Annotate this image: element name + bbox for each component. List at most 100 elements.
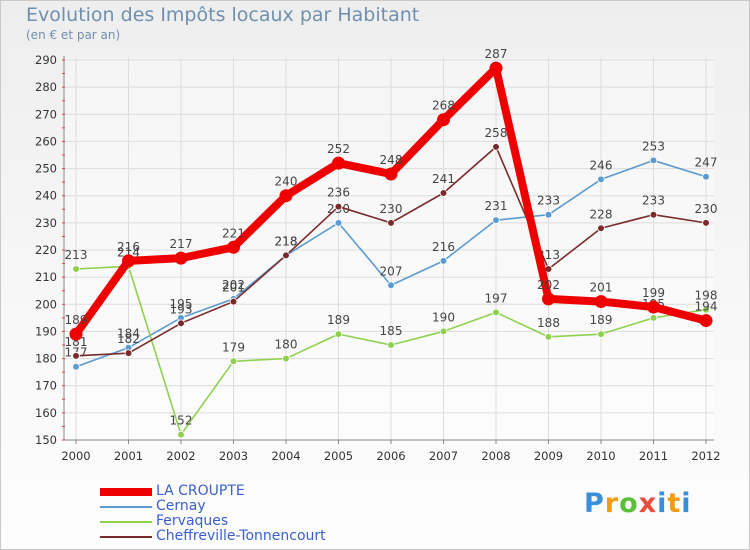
data-label-cernay: 184 <box>117 327 140 341</box>
point-cernay <box>702 172 710 181</box>
point-fervaques <box>597 330 605 338</box>
y-tick-label: 230 <box>35 216 57 230</box>
point-fervaques <box>177 430 185 439</box>
data-label-cheffreville-tonnencourt: 201 <box>222 281 245 295</box>
data-label-cheffreville-tonnencourt: 193 <box>170 302 193 316</box>
x-tick-label: 2005 <box>324 449 353 463</box>
data-label-cernay: 207 <box>380 264 403 278</box>
point-cernay <box>649 156 658 165</box>
chart-title: Evolution des Impôts locaux par Habitant <box>26 4 420 26</box>
point-cheffreville-tonnencourt <box>282 251 290 260</box>
x-tick-label: 2009 <box>534 449 563 463</box>
data-label-fervaques: 152 <box>170 414 193 428</box>
x-tick-label: 2008 <box>481 449 510 463</box>
plot-area <box>64 58 714 440</box>
chart-legend: LA CROUPTE Cernay Fervaques Cheffreville… <box>100 483 360 544</box>
data-label-la-croupte: 216 <box>117 240 140 254</box>
point-cheffreville-tonnencourt <box>702 219 710 227</box>
legend-label-cernay: Cernay <box>156 498 206 514</box>
point-fervaques <box>229 357 238 366</box>
data-label-cernay: 202 <box>222 278 245 292</box>
x-tick-label: 2003 <box>219 449 248 463</box>
x-tick-label: 2007 <box>429 449 458 463</box>
point-la-croupte <box>384 167 398 181</box>
point-cheffreville-tonnencourt <box>229 297 238 306</box>
point-la-croupte <box>594 295 608 309</box>
data-label-cheffreville-tonnencourt: 182 <box>117 332 140 346</box>
data-label-fervaques: 190 <box>432 310 455 324</box>
x-tick-label: 2011 <box>639 449 668 463</box>
point-cheffreville-tonnencourt <box>649 210 658 219</box>
point-cheffreville-tonnencourt <box>439 189 448 197</box>
point-cernay <box>544 210 553 219</box>
legend-item-la-croupte: LA CROUPTE <box>100 483 360 499</box>
data-label-fervaques: 180 <box>275 338 298 352</box>
data-label-la-croupte: 189 <box>65 313 88 327</box>
data-label-cheffreville-tonnencourt: 228 <box>590 207 613 221</box>
y-tick-label: 250 <box>35 162 57 176</box>
point-fervaques <box>72 265 80 273</box>
point-cheffreville-tonnencourt <box>387 219 395 227</box>
legend-swatch-fervaques <box>100 520 152 523</box>
data-label-la-croupte: 248 <box>380 153 403 167</box>
data-label-la-croupte: 252 <box>327 142 350 156</box>
y-tick-label: 150 <box>35 433 57 447</box>
point-fervaques <box>492 308 500 317</box>
proxiti-logo: Proxiti <box>584 488 692 519</box>
data-label-cheffreville-tonnencourt: 258 <box>485 126 508 140</box>
data-label-la-croupte: 202 <box>537 278 560 292</box>
point-la-croupte <box>437 113 450 127</box>
x-tick-label: 2010 <box>586 449 615 463</box>
point-la-croupte <box>332 156 345 170</box>
legend-label-cheffreville: Cheffreville-Tonnencourt <box>156 528 326 544</box>
point-cernay <box>72 362 80 371</box>
point-cheffreville-tonnencourt <box>492 143 500 151</box>
data-label-fervaques: 197 <box>485 291 508 305</box>
point-cheffreville-tonnencourt <box>334 202 343 211</box>
legend-item-cheffreville: Cheffreville-Tonnencourt <box>100 528 360 544</box>
data-label-cernay: 253 <box>642 139 665 153</box>
data-label-cernay: 195 <box>170 297 193 311</box>
x-tick-label: 2006 <box>376 449 405 463</box>
point-cheffreville-tonnencourt <box>124 349 133 357</box>
data-label-fervaques: 179 <box>222 340 245 354</box>
data-label-cernay: 231 <box>485 199 508 213</box>
point-fervaques <box>282 354 290 363</box>
data-label-cernay: 246 <box>590 158 613 172</box>
y-tick-label: 160 <box>35 406 57 420</box>
data-label-fervaques: 214 <box>117 245 140 259</box>
data-label-la-croupte: 287 <box>485 47 508 61</box>
x-tick-label: 2001 <box>114 449 143 463</box>
legend-swatch-cheffreville <box>100 535 152 538</box>
point-cheffreville-tonnencourt <box>72 352 80 360</box>
point-la-croupte <box>227 240 240 254</box>
point-la-croupte <box>489 61 503 75</box>
x-tick-label: 2000 <box>61 449 90 463</box>
point-fervaques <box>387 341 395 349</box>
data-label-fervaques: 189 <box>327 313 350 327</box>
legend-swatch-cernay <box>100 505 152 508</box>
y-tick-label: 210 <box>35 270 57 284</box>
point-la-croupte <box>69 327 83 341</box>
data-label-la-croupte: 199 <box>642 286 665 300</box>
y-tick-label: 170 <box>35 379 57 393</box>
data-label-cheffreville-tonnencourt: 230 <box>380 202 403 216</box>
point-la-croupte <box>279 189 293 203</box>
data-label-fervaques: 213 <box>65 248 88 262</box>
y-tick-label: 190 <box>35 324 57 338</box>
data-label-cernay: 216 <box>432 240 455 254</box>
data-label-fervaques: 198 <box>695 289 718 303</box>
x-tick-label: 2004 <box>271 449 300 463</box>
y-tick-label: 260 <box>35 134 57 148</box>
point-cernay <box>439 257 448 265</box>
point-fervaques <box>649 314 658 322</box>
point-fervaques <box>439 327 448 336</box>
y-tick-label: 280 <box>35 80 57 94</box>
data-label-cheffreville-tonnencourt: 230 <box>695 202 718 216</box>
point-la-croupte <box>542 292 555 306</box>
data-label-cheffreville-tonnencourt: 233 <box>642 194 665 208</box>
legend-label-la-croupte: LA CROUPTE <box>156 483 245 499</box>
data-label-fervaques: 189 <box>590 313 613 327</box>
x-tick-label: 2012 <box>691 449 720 463</box>
